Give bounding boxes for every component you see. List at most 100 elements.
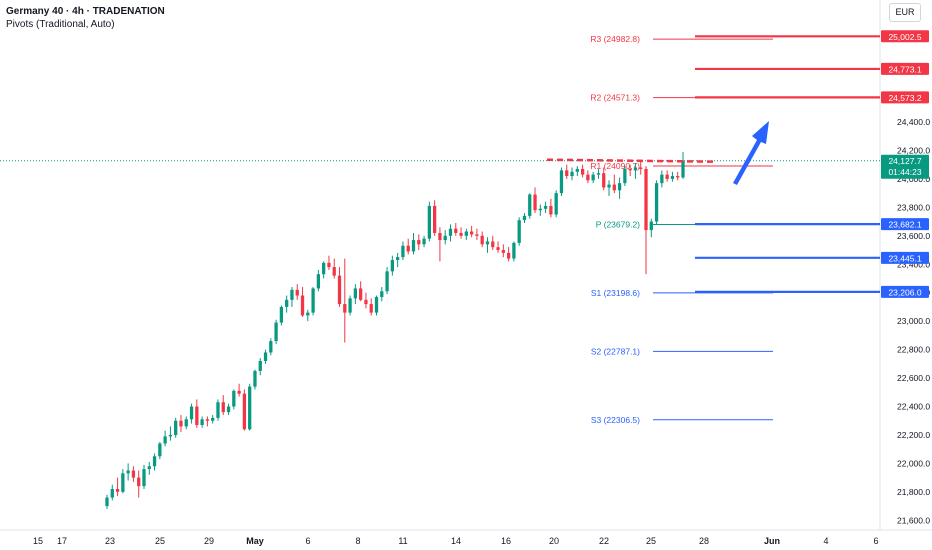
candle-body <box>237 390 241 394</box>
candle-body <box>480 235 484 245</box>
candle-body <box>263 352 268 361</box>
candle-body <box>348 298 352 313</box>
time-tick-label: 25 <box>646 536 656 546</box>
candle-body <box>131 470 136 478</box>
candle-body <box>380 291 384 297</box>
candle-body <box>464 231 468 236</box>
candle-body <box>174 420 178 435</box>
time-tick-label: 20 <box>549 536 559 546</box>
candle-body <box>681 160 685 178</box>
time-tick-label: 16 <box>501 536 511 546</box>
time-tick-label: 25 <box>155 536 165 546</box>
candle-body <box>586 174 590 181</box>
price-tick-label: 22,400.0 <box>897 402 930 412</box>
resistance-dashed-line[interactable] <box>546 158 717 163</box>
candle-body <box>417 240 421 245</box>
candle-body <box>137 477 141 487</box>
current-price-tag <box>881 154 929 179</box>
price-axis[interactable]: 24,400.0 24,200.0 24,000.0 23,800.0 23,600.0… <box>881 30 930 525</box>
candle-body <box>216 402 220 418</box>
candle-body <box>306 312 310 316</box>
candle-body <box>469 231 474 235</box>
candle-body <box>126 470 130 474</box>
price-tick-label: 23,400.0 <box>897 259 930 269</box>
candle-body <box>559 170 564 194</box>
candle-body <box>121 473 125 492</box>
candle-body <box>232 390 236 407</box>
candle-body <box>205 419 210 421</box>
pivot-label: S2 (22787.1) <box>591 346 640 356</box>
candle-body <box>596 173 601 175</box>
candle-body <box>432 205 437 233</box>
candle-body <box>147 466 151 470</box>
candle-body <box>396 257 400 260</box>
level-price-tag <box>881 285 929 298</box>
candle-body <box>295 289 299 296</box>
pivot-label: R3 (24982.8) <box>590 34 640 44</box>
candle-body <box>290 289 294 300</box>
price-tick-label: 21,600.0 <box>897 515 930 525</box>
candle-body <box>459 232 463 236</box>
time-tick-label: 4 <box>823 536 828 546</box>
candle-body <box>343 304 347 313</box>
candle-body <box>512 242 516 259</box>
candle-body <box>491 241 495 248</box>
candle-body <box>353 288 358 299</box>
candle-body <box>670 176 675 179</box>
price-tick-label: 24,200.0 <box>897 145 930 155</box>
currency-button[interactable]: EUR <box>889 3 921 22</box>
candle-body <box>242 393 247 430</box>
candle-body <box>644 168 648 231</box>
candle-body <box>649 221 653 231</box>
candle-body <box>591 174 595 181</box>
bar-countdown: 01:44:23 <box>888 167 921 177</box>
candle-body <box>152 456 157 467</box>
candle-body <box>327 262 331 268</box>
candle-body <box>285 299 289 307</box>
pivot-label: S1 (23198.6) <box>591 288 640 298</box>
time-tick-label: 14 <box>451 536 461 546</box>
pivot-label: R2 (24571.3) <box>590 93 640 103</box>
candle-body <box>322 262 326 275</box>
candle-body <box>554 193 558 215</box>
candle-body <box>543 205 548 209</box>
candle-body <box>549 205 553 215</box>
candle-body <box>660 174 664 184</box>
user-drawings[interactable] <box>546 35 880 293</box>
time-tick-label: 6 <box>873 536 878 546</box>
candle-body <box>633 167 638 171</box>
candle-body <box>565 170 569 177</box>
time-tick-label: 15 <box>33 536 43 546</box>
candle-body <box>617 183 622 191</box>
candle-body <box>676 176 680 178</box>
candle-body <box>448 228 453 236</box>
candle-body <box>427 205 431 239</box>
symbol-title[interactable]: Germany 40 · 4h · TRADENATION <box>6 6 165 17</box>
candle-body <box>654 183 659 222</box>
candle-body <box>253 370 257 387</box>
bullish-arrow-icon[interactable] <box>733 121 769 185</box>
candle-body <box>602 173 606 188</box>
candle-body <box>332 267 336 276</box>
candle-body <box>406 245 410 252</box>
candle-body <box>528 194 532 216</box>
price-tick-label: 22,600.0 <box>897 373 930 383</box>
candle-body <box>163 436 167 444</box>
candle-body <box>269 341 273 353</box>
indicator-title[interactable]: Pivots (Traditional, Auto) <box>6 19 115 30</box>
level-price-tag <box>881 218 929 231</box>
candle-body <box>279 306 284 323</box>
candle-body <box>639 167 643 169</box>
candle-body <box>359 288 363 300</box>
level-price-tag-text: 25,002.5 <box>888 32 921 42</box>
time-axis[interactable]: 15 17 23 25 29 May 6 8 11 14 16 20 22 25 28 Jun 4 6 <box>33 536 879 546</box>
time-tick-label: 6 <box>305 536 310 546</box>
candle-body <box>142 469 146 487</box>
candle-body <box>189 406 194 420</box>
candle-body <box>454 228 458 233</box>
candle-body <box>570 171 574 177</box>
time-tick-label: May <box>246 536 264 546</box>
level-price-tag-text: 24,573.2 <box>888 93 921 103</box>
